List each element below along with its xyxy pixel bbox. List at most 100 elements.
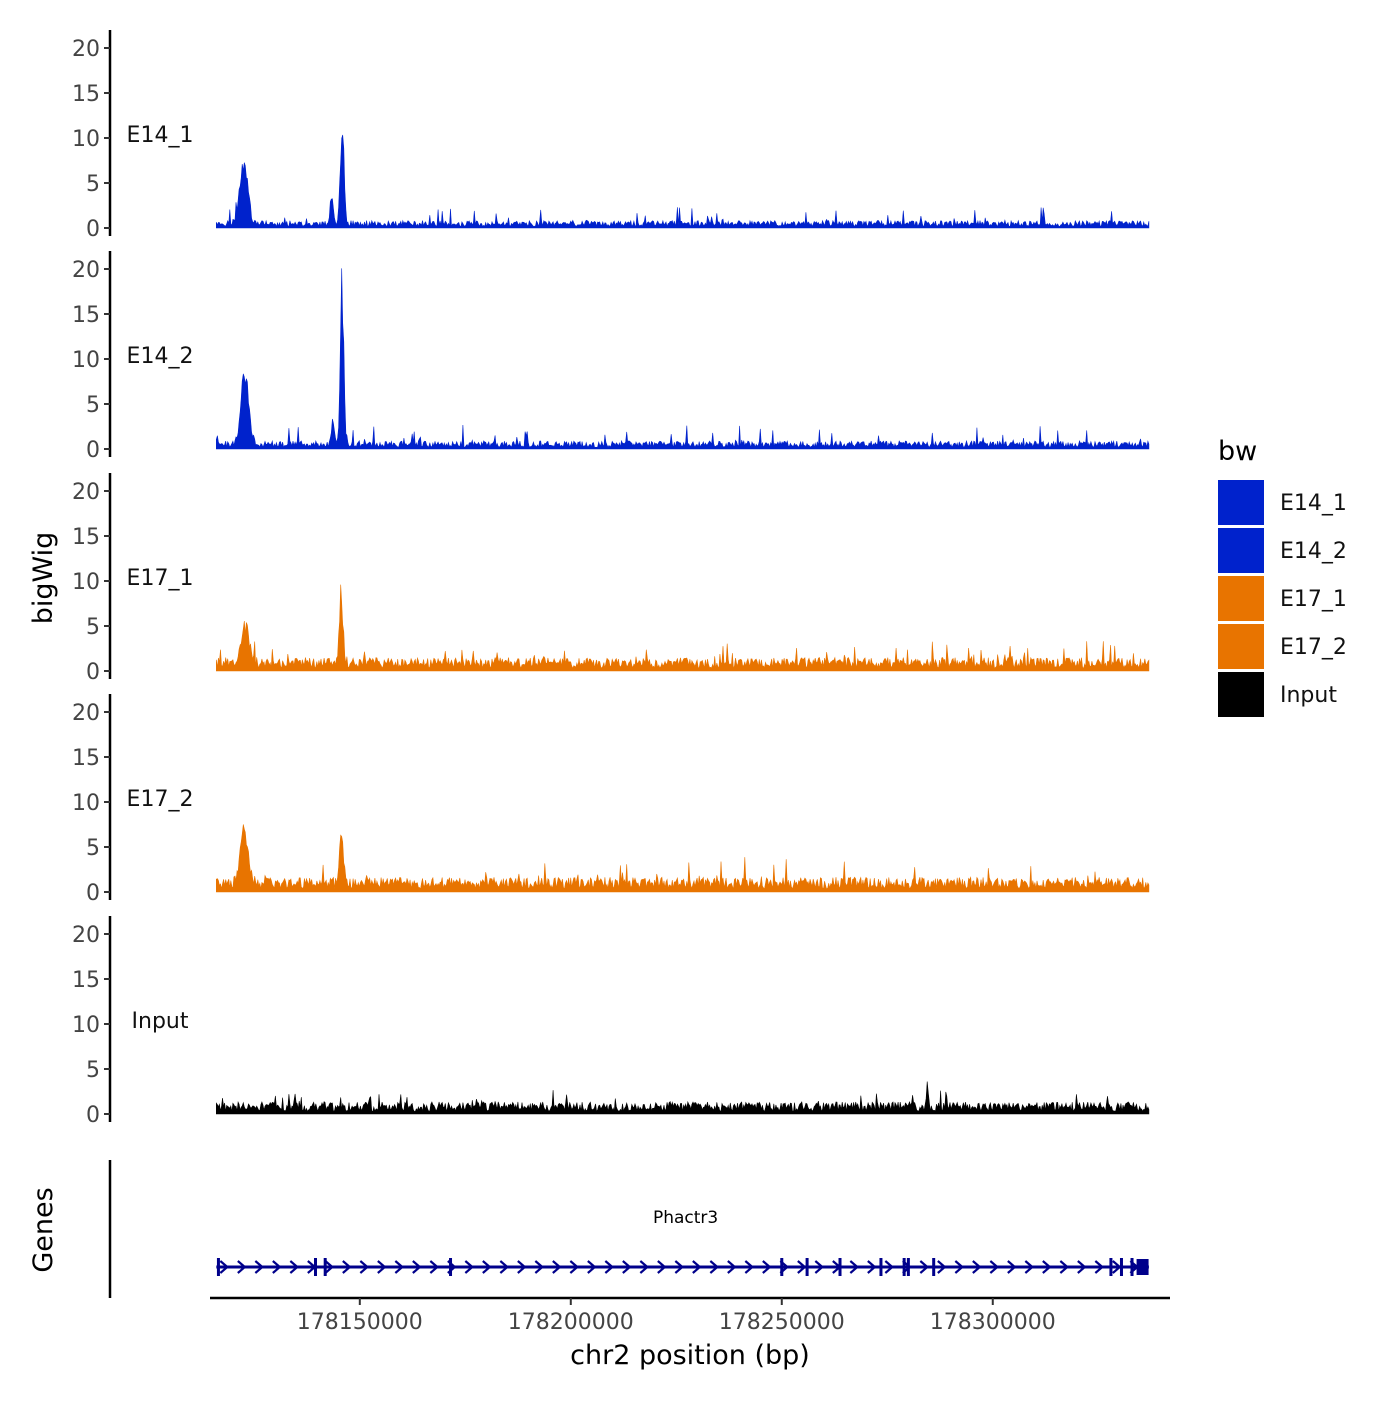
strand-arrow [1094, 1260, 1105, 1274]
track-label: E14_2 [127, 344, 194, 369]
y-tick-label: 15 [72, 303, 100, 328]
y-tick-label: 15 [72, 82, 100, 107]
strand-arrow [517, 1260, 527, 1274]
signal-area-e17_1 [216, 584, 1150, 672]
legend-swatch [1218, 672, 1264, 717]
strand-arrow [237, 1260, 247, 1274]
y-tick-label: 5 [86, 1058, 100, 1083]
y-tick-label: 10 [72, 127, 100, 152]
legend-item-e14_2: E14_2 [1218, 528, 1347, 573]
y-tick-label: 10 [72, 791, 100, 816]
strand-arrow [762, 1260, 772, 1274]
legend-label: E17_1 [1280, 587, 1347, 612]
track-label: E14_1 [127, 123, 194, 148]
strand-arrow [552, 1260, 562, 1274]
strand-arrow [359, 1260, 370, 1274]
gene-name-label: Phactr3 [653, 1208, 718, 1228]
strand-arrow [814, 1260, 825, 1274]
exon [449, 1258, 453, 1276]
strand-arrow [709, 1260, 720, 1274]
y-tick-label: 20 [72, 923, 100, 948]
y-tick-label: 15 [72, 968, 100, 993]
y-tick-label: 15 [72, 746, 100, 771]
legend-item-input: Input [1218, 672, 1337, 717]
exon [805, 1258, 809, 1276]
legend-label: Input [1280, 683, 1337, 708]
track-panel-e14_1: 0 5 10 15 20 E14_1 [72, 30, 1150, 242]
strand-arrow [604, 1260, 615, 1274]
track-panel-e14_2: 0 5 10 15 20 E14_2 [72, 251, 1150, 463]
y-tick-label: 0 [86, 660, 100, 685]
gene-panel-label: Genes [28, 1187, 59, 1272]
y-axis-label: bigWig [28, 532, 59, 625]
strand-arrow [289, 1260, 300, 1274]
exon [780, 1258, 784, 1276]
strand-arrow [884, 1260, 895, 1274]
y-tick-label: 0 [86, 1103, 100, 1128]
strand-arrow [324, 1260, 335, 1274]
track-panel-e17_2: 0 5 10 15 20 E17_2 [72, 694, 1150, 906]
strand-arrow [569, 1260, 580, 1274]
track-label: Input [132, 1009, 189, 1034]
exon [1109, 1258, 1113, 1276]
legend-swatch [1218, 624, 1264, 669]
strand-arrow [639, 1260, 650, 1274]
exon [1119, 1258, 1123, 1276]
strand-arrow [1024, 1260, 1035, 1274]
strand-arrow [657, 1260, 667, 1274]
legend-item-e17_1: E17_1 [1218, 576, 1347, 621]
gene-phactr3: Phactr3 [216, 1208, 1149, 1276]
y-tick-label: 20 [72, 37, 100, 62]
y-tick-label: 5 [86, 615, 100, 640]
strand-arrow [937, 1260, 947, 1274]
exon [323, 1258, 327, 1276]
y-tick-label: 20 [72, 480, 100, 505]
exon [902, 1258, 906, 1276]
track-panel-input: 0 5 10 15 20 Input [72, 916, 1150, 1128]
y-tick-label: 10 [72, 1013, 100, 1038]
strand-arrow [394, 1260, 405, 1274]
exon [216, 1258, 220, 1276]
legend-title: bw [1218, 436, 1257, 467]
exon [1136, 1259, 1149, 1275]
strand-arrow [919, 1260, 930, 1274]
legend-label: E14_2 [1280, 539, 1347, 564]
signal-area-e14_2 [216, 268, 1150, 450]
strand-arrow [797, 1260, 807, 1274]
strand-arrow [464, 1260, 475, 1274]
track-panel-e17_1: 0 5 10 15 20 E17_1 [72, 473, 1150, 685]
track-label: E17_1 [127, 566, 194, 591]
signal-area-e17_2 [216, 824, 1150, 893]
strand-arrow [727, 1260, 737, 1274]
strand-arrow [219, 1260, 230, 1274]
strand-arrow [1059, 1260, 1070, 1274]
strand-arrow [272, 1260, 282, 1274]
legend-swatch [1218, 576, 1264, 621]
exon [1130, 1258, 1134, 1276]
strand-arrow [429, 1260, 440, 1274]
legend-swatch [1218, 528, 1264, 573]
legend-swatch [1218, 480, 1264, 525]
x-tick-label: 178150000 [297, 1310, 423, 1335]
strand-arrow [849, 1260, 860, 1274]
y-tick-label: 5 [86, 836, 100, 861]
y-tick-label: 0 [86, 217, 100, 242]
track-label: E17_2 [127, 787, 194, 812]
strand-arrow [377, 1260, 387, 1274]
strand-arrow [534, 1260, 545, 1274]
y-tick-label: 20 [72, 258, 100, 283]
exon [313, 1258, 317, 1276]
signal-area-e14_1 [216, 134, 1150, 229]
legend-label: E14_1 [1280, 491, 1347, 516]
y-tick-label: 0 [86, 881, 100, 906]
strand-arrow [1007, 1260, 1017, 1274]
strand-arrow [972, 1260, 982, 1274]
exon [906, 1258, 910, 1276]
strand-arrow [1077, 1260, 1087, 1274]
y-tick-label: 5 [86, 393, 100, 418]
strand-arrow [482, 1260, 492, 1274]
strand-arrow [989, 1260, 1000, 1274]
strand-arrow [744, 1260, 755, 1274]
y-tick-label: 10 [72, 348, 100, 373]
